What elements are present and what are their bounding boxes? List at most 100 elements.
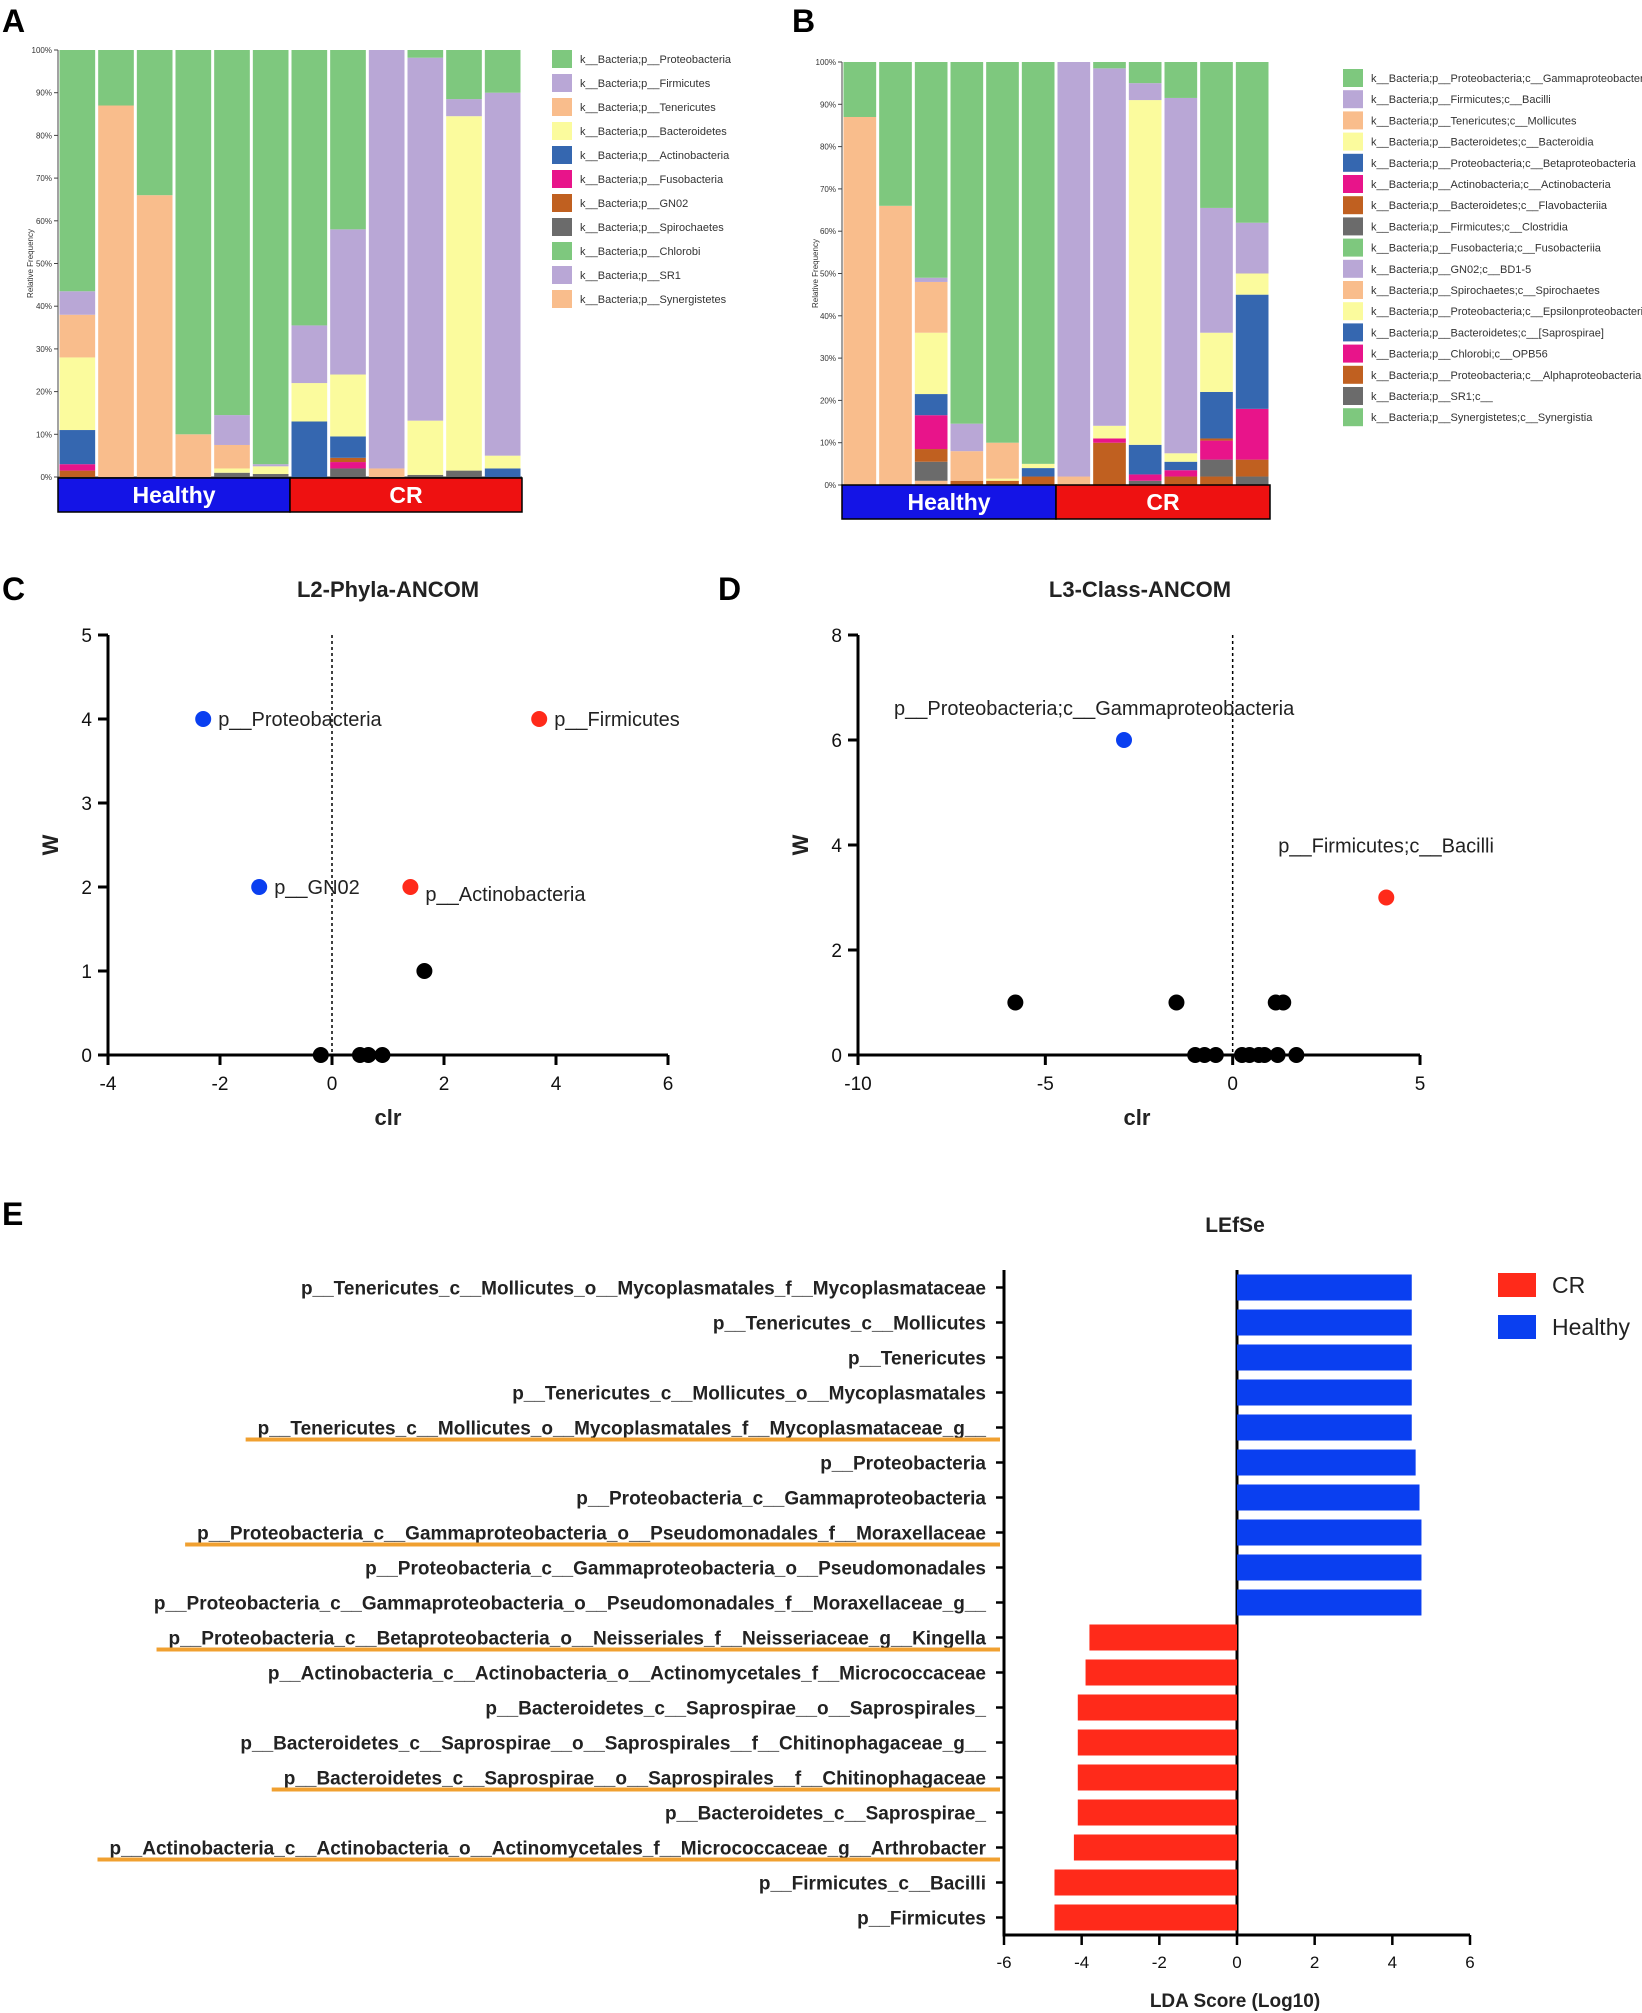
bar-label: p__Tenericutes_c__Mollicutes_o__Mycoplas… xyxy=(512,1384,986,1405)
bar-segment xyxy=(1057,476,1091,485)
legend-swatch-healthy xyxy=(1498,1315,1536,1339)
bar-label: p__Actinobacteria_c__Actinobacteria_o__A… xyxy=(268,1664,986,1685)
y-axis-label: W xyxy=(38,834,63,855)
legend-label: Healthy xyxy=(1552,1314,1630,1340)
bar-segment xyxy=(59,357,96,431)
x-axis-label: LDA Score (Log10) xyxy=(1150,1991,1320,2012)
y-tick-label: 8 xyxy=(831,626,842,647)
bar-segment xyxy=(214,415,250,445)
bar-segment xyxy=(484,455,521,469)
bar-segment xyxy=(59,314,96,358)
bar-cr xyxy=(1054,1904,1237,1931)
bar-segment xyxy=(1093,442,1126,485)
panel-letter: E xyxy=(2,1196,23,1232)
legend-swatch xyxy=(1343,217,1363,236)
legend-label: k__Bacteria;p__Chlorobi xyxy=(580,246,700,258)
bar-label: p__Tenericutes_c__Mollicutes_o__Mycoplas… xyxy=(258,1419,987,1440)
bar-segment xyxy=(330,229,366,375)
bar-segment xyxy=(914,415,948,450)
y-tick-label: 0 xyxy=(831,1046,842,1067)
bar-segment xyxy=(950,62,984,424)
legend-label: k__Bacteria;p__Tenericutes;c__Mollicutes xyxy=(1371,115,1577,127)
y-tick-label: 70% xyxy=(820,185,836,194)
bar-segment xyxy=(330,468,366,477)
legend-label: k__Bacteria;p__SR1 xyxy=(580,270,681,282)
panel-a-stacked-bar: 0% 10% 20% 30% 40% 50% 60% 70% 80% 90% 100% Relativ… xyxy=(26,46,732,513)
legend-swatch xyxy=(552,122,572,140)
bar-segment xyxy=(1164,476,1198,485)
y-axis-label: Relative Frequency xyxy=(26,229,35,298)
point-label: p__Firmicutes xyxy=(554,709,680,731)
legend-swatch xyxy=(552,194,572,212)
bar-segment xyxy=(1235,476,1269,485)
data-point-ns xyxy=(1007,994,1024,1011)
bar-segment xyxy=(214,472,250,477)
y-tick-label: 60% xyxy=(36,217,52,226)
legend-label: k__Bacteria;p__Bacteroidetes;c__Flavobac… xyxy=(1371,200,1608,212)
bar-segment xyxy=(986,62,1019,443)
bar-segment xyxy=(1128,100,1162,445)
legend-swatch-cr xyxy=(1498,1273,1536,1297)
bar-segment xyxy=(330,50,366,230)
x-axis-label: clr xyxy=(375,1105,402,1130)
y-tick-label: 60% xyxy=(820,227,836,236)
y-tick-label: 40% xyxy=(820,312,836,321)
bar-segment xyxy=(136,195,173,477)
bar-segment xyxy=(1200,62,1233,208)
bar-healthy xyxy=(1237,1589,1422,1616)
x-tick-label: 4 xyxy=(551,1074,562,1095)
y-tick-label: 50% xyxy=(36,260,52,269)
data-point-ns xyxy=(1288,1047,1305,1063)
bar-segment xyxy=(291,383,328,422)
y-tick-label: 30% xyxy=(36,345,52,354)
bar-segment xyxy=(59,464,96,471)
bar-segment xyxy=(330,462,366,469)
legend-label: k__Bacteria;p__Tenericutes xyxy=(580,102,716,114)
bar-segment xyxy=(1128,474,1162,481)
data-point-healthy xyxy=(251,879,268,895)
bar-healthy xyxy=(1237,1519,1422,1546)
x-tick-label: 5 xyxy=(1415,1074,1426,1095)
point-label: p__GN02 xyxy=(274,877,360,899)
bar-segment xyxy=(330,457,366,463)
legend-label: k__Bacteria;p__Proteobacteria;c__Alphapr… xyxy=(1371,370,1642,382)
data-point-ns xyxy=(1275,994,1292,1011)
y-tick-label: 100% xyxy=(32,46,52,55)
bar-label: p__Proteobacteria_c__Betaproteobacteria_… xyxy=(169,1629,987,1650)
legend-swatch xyxy=(1343,132,1363,151)
bar-segment xyxy=(950,480,984,485)
bar-segment xyxy=(1021,62,1055,464)
bar-cr xyxy=(1077,1799,1237,1826)
bar-segment xyxy=(330,374,366,437)
bar-segment xyxy=(1164,461,1198,471)
y-tick-label: 2 xyxy=(831,941,842,962)
bar-segment xyxy=(914,394,948,416)
legend-swatch xyxy=(552,50,572,68)
data-point-ns xyxy=(360,1047,377,1063)
legend-swatch xyxy=(1343,323,1363,342)
bar-segment xyxy=(1128,444,1162,475)
data-point-ns xyxy=(1207,1047,1224,1063)
legend-label: k__Bacteria;p__Bacteroidetes xyxy=(580,126,727,138)
bar-segment xyxy=(1235,62,1269,223)
bar-segment xyxy=(291,50,328,326)
legend-swatch xyxy=(1343,238,1363,257)
bar-label: p__Tenericutes_c__Mollicutes xyxy=(713,1314,986,1335)
bar-segment xyxy=(291,421,328,477)
bar-label: p__Bacteroidetes_c__Saprospirae__o__Sapr… xyxy=(284,1769,986,1790)
x-tick-label: 2 xyxy=(439,1074,450,1095)
bar-healthy xyxy=(1237,1449,1416,1476)
group-bar-cr xyxy=(1055,484,1271,520)
legend-swatch xyxy=(552,98,572,116)
data-point-ns xyxy=(1256,1047,1273,1063)
legend-swatch xyxy=(1343,259,1363,278)
bar-segment xyxy=(98,105,134,477)
bar-segment xyxy=(1200,391,1233,439)
bar-cr xyxy=(1054,1869,1237,1896)
y-axis-label: W xyxy=(788,834,813,855)
data-point-cr xyxy=(1378,889,1395,906)
bar-segment xyxy=(1200,476,1233,485)
data-point-ns xyxy=(1196,1047,1213,1063)
bar-segment xyxy=(252,50,289,465)
bar-segment xyxy=(407,474,444,477)
